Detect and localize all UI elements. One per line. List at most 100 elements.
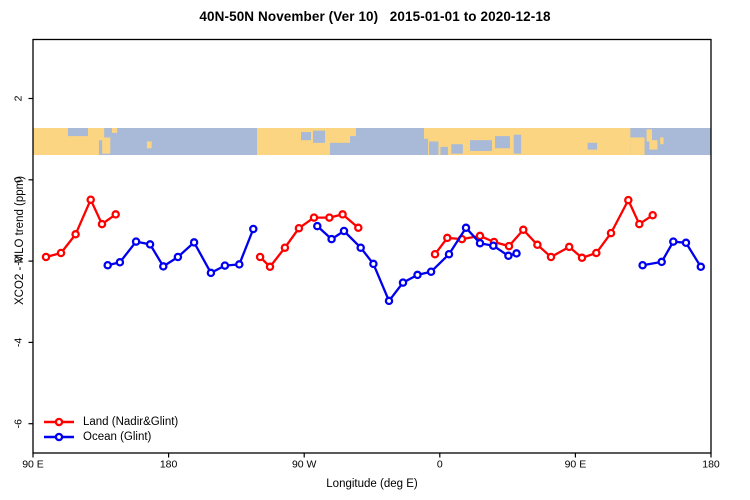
x-tick-label: 180 bbox=[702, 459, 720, 471]
map-strip-ocean-patch bbox=[494, 136, 510, 149]
land-series-line bbox=[44, 198, 117, 259]
ocean-series-point bbox=[638, 260, 647, 270]
y-axis-label: XCO2 - MLO trend (ppm) bbox=[14, 175, 26, 305]
ocean-series-point bbox=[356, 243, 365, 252]
land-series-point bbox=[592, 248, 601, 258]
ocean-series-point bbox=[220, 261, 230, 270]
ocean-series-symbol-icon bbox=[44, 432, 74, 441]
land-series-point bbox=[294, 223, 304, 233]
ocean-series-line bbox=[316, 224, 518, 303]
map-strip-ocean-patch bbox=[67, 128, 88, 137]
x-tick-label: 180 bbox=[160, 459, 178, 471]
ocean-series-point bbox=[669, 237, 678, 246]
ocean-series-point bbox=[131, 237, 141, 246]
land-series-point bbox=[577, 253, 587, 263]
land-series-point bbox=[309, 213, 319, 222]
ocean-series-point bbox=[475, 238, 485, 248]
land-series-point bbox=[265, 262, 275, 272]
ocean-series-point bbox=[145, 240, 155, 249]
land-series-point bbox=[325, 213, 334, 222]
land-series-point bbox=[635, 219, 644, 229]
map-strip-land-segment bbox=[33, 128, 99, 155]
land-series-point bbox=[111, 210, 120, 219]
ocean-series-point bbox=[681, 238, 691, 248]
ocean-series-point bbox=[413, 270, 422, 280]
land-series-point bbox=[56, 248, 66, 258]
plot-border bbox=[32, 38, 712, 454]
ocean-series-point bbox=[369, 259, 378, 269]
ocean-series-point bbox=[426, 267, 436, 276]
land-series-point bbox=[533, 240, 542, 250]
land-series-symbol-icon bbox=[44, 417, 74, 426]
land-series-point bbox=[280, 243, 290, 252]
ocean-series-line bbox=[106, 227, 255, 275]
map-strip-land-segment bbox=[649, 140, 658, 150]
ocean-series-point bbox=[512, 249, 521, 258]
ocean-series-point bbox=[189, 238, 199, 247]
map-strip-ocean-patch bbox=[440, 146, 448, 155]
land-series-point bbox=[97, 219, 107, 229]
map-strip-ocean-patch bbox=[301, 132, 311, 141]
x-tick-label: 90 E bbox=[22, 459, 44, 471]
y-tick-label: 2 bbox=[13, 95, 25, 101]
map-strip-land-segment bbox=[350, 128, 356, 137]
land-series-point bbox=[255, 252, 265, 262]
land-series-point bbox=[624, 195, 633, 205]
map-strip-ocean-patch bbox=[470, 140, 493, 151]
ocean-series-point bbox=[384, 296, 394, 306]
map-strip-ocean-patch bbox=[428, 141, 439, 155]
land-series-point bbox=[475, 231, 485, 241]
map-strip-land-segment bbox=[146, 141, 152, 149]
map-strip-land-segment bbox=[111, 128, 118, 133]
map-strip-ocean-patch bbox=[451, 144, 463, 154]
ocean-series-point bbox=[173, 252, 183, 262]
ocean-series-point bbox=[115, 258, 125, 267]
ocean-series-point bbox=[235, 260, 244, 269]
ocean-series-point bbox=[398, 278, 408, 287]
ocean-series-point bbox=[206, 268, 216, 278]
land-series-point bbox=[443, 233, 452, 243]
land-series-point bbox=[71, 230, 80, 239]
ocean-series-point bbox=[444, 249, 454, 259]
land-series-point bbox=[504, 241, 514, 251]
y-tick-label: -2 bbox=[13, 256, 25, 265]
map-strip-ocean-patch bbox=[587, 142, 598, 150]
legend-label-land: Land (Nadir&Glint) bbox=[83, 415, 179, 428]
y-tick-label: 0 bbox=[13, 177, 25, 183]
ocean-series-point bbox=[103, 260, 112, 270]
x-axis-label: Longitude (deg E) bbox=[326, 478, 418, 490]
land-series-point bbox=[338, 210, 347, 219]
legend-item-land: Land (Nadir&Glint) bbox=[44, 414, 178, 429]
ocean-series-point bbox=[489, 241, 498, 250]
land-series-point bbox=[354, 223, 363, 233]
y-tick-label: -4 bbox=[13, 338, 25, 347]
land-series-line bbox=[258, 213, 360, 268]
map-strip-land-segment bbox=[630, 137, 645, 155]
y-tick-label: -6 bbox=[13, 419, 25, 428]
legend: Land (Nadir&Glint) Ocean (Glint) bbox=[44, 414, 178, 444]
map-strip-ocean-patch bbox=[513, 134, 522, 154]
land-series-point bbox=[546, 252, 556, 262]
legend-label-ocean: Ocean (Glint) bbox=[83, 430, 152, 443]
ocean-series-point bbox=[461, 223, 471, 233]
map-strip-land-segment bbox=[102, 137, 111, 154]
ocean-series-point bbox=[504, 251, 513, 261]
x-tick-label: 90 E bbox=[565, 459, 587, 471]
map-strip-land-segment bbox=[660, 137, 664, 145]
land-series-point bbox=[519, 225, 528, 235]
ocean-series-point bbox=[339, 226, 349, 236]
map-strip-ocean-patch bbox=[313, 130, 326, 143]
chart-title: 40N-50N November (Ver 10) 2015-01-01 to … bbox=[199, 9, 551, 24]
land-series-point bbox=[648, 210, 657, 220]
x-tick-label: 90 W bbox=[292, 459, 317, 471]
map-strip-land-segment bbox=[424, 128, 429, 139]
x-tick-label: 0 bbox=[437, 459, 443, 471]
map-strip-land-segment bbox=[646, 129, 653, 142]
ocean-series-point bbox=[159, 262, 168, 271]
ocean-series-point bbox=[249, 224, 258, 234]
map-strip-land-segment bbox=[98, 128, 105, 141]
legend-item-ocean: Ocean (Glint) bbox=[44, 429, 178, 444]
ocean-series-point bbox=[327, 234, 336, 244]
